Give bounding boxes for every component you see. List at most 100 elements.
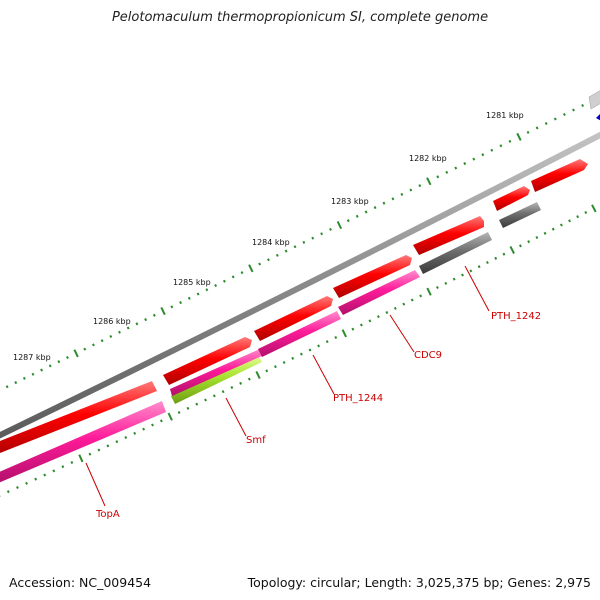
inner-scale-minor-tick (299, 352, 303, 356)
outer-scale-minor-tick (196, 292, 200, 296)
inner-scale-major-tick (167, 412, 173, 421)
inner-scale-minor-tick (376, 315, 380, 319)
outer-scale-minor-tick (118, 330, 121, 334)
inner-scale-minor-tick (527, 240, 531, 244)
kbp-label-1286: 1286 kbp (93, 317, 131, 326)
gene-pth-1244-b[interactable] (258, 311, 341, 357)
outer-scale-minor-tick (267, 258, 270, 262)
inner-scale-minor-tick (151, 423, 154, 427)
gene-label-topa[interactable]: TopA (95, 509, 120, 520)
inner-scale-minor-tick (97, 448, 101, 452)
inner-scale-minor-tick (52, 469, 56, 473)
inner-scale-minor-tick (195, 402, 199, 406)
inner-scale-minor-tick (436, 285, 439, 290)
outer-scale-minor-tick (472, 157, 476, 161)
gene-label-cdc9[interactable]: CDC9 (414, 350, 442, 361)
inner-scale-minor-tick (204, 398, 207, 402)
scale-ticks (0, 95, 600, 497)
inner-scale-minor-tick (535, 235, 539, 240)
outer-scale-minor-tick (40, 368, 43, 372)
outer-scale-minor-tick (14, 381, 18, 385)
outer-scale-minor-tick (346, 219, 350, 223)
outer-scale-minor-tick (364, 210, 368, 214)
inner-scale-minor-tick (502, 252, 506, 256)
gene-forward-2[interactable] (163, 337, 252, 385)
outer-scale-minor-tick (240, 271, 244, 275)
inner-scale-minor-tick (70, 460, 74, 465)
outer-scale-minor-tick (66, 355, 69, 360)
gene-forward-5[interactable] (413, 216, 484, 255)
gene-pth-1244[interactable] (170, 348, 264, 396)
kbp-labels: 1281 kbp 1282 kbp 1283 kbp 1284 kbp 1285… (13, 111, 524, 362)
inner-scale-minor-tick (106, 444, 110, 448)
feature-blue[interactable] (596, 111, 600, 122)
kbp-label-1284: 1284 kbp (252, 238, 290, 247)
outer-scale-minor-tick (581, 104, 585, 108)
inner-scale-minor-tick (559, 223, 563, 227)
inner-scale-minor-tick (88, 452, 92, 456)
inner-scale-minor-tick (186, 406, 190, 410)
outer-scale-minor-tick (454, 166, 458, 170)
outer-scale-minor-tick (400, 192, 404, 196)
gene-forward-4[interactable] (333, 255, 412, 298)
outer-scale-minor-tick (293, 245, 297, 249)
inner-scale-minor-tick (133, 431, 137, 435)
inner-scale-major-tick (509, 245, 515, 255)
inner-scale-minor-tick (142, 427, 146, 431)
gene-smf[interactable] (171, 354, 262, 404)
outer-scale-minor-tick (391, 197, 395, 201)
outer-scale-minor-tick (409, 188, 413, 192)
gene-label-pth-1242[interactable]: PTH_1242 (491, 311, 541, 322)
outer-scale-minor-tick (31, 372, 35, 376)
gene-features[interactable] (0, 90, 600, 484)
inner-scale-minor-tick (159, 419, 163, 423)
inner-scale-minor-tick (239, 381, 243, 385)
outer-scale-minor-tick (526, 130, 530, 134)
inner-scale-minor-tick (61, 465, 65, 469)
inner-scale-major-tick (591, 204, 597, 213)
gene-label-smf[interactable]: Smf (246, 435, 266, 446)
gene-forward-6[interactable] (493, 186, 530, 211)
outer-scale-minor-tick (48, 364, 52, 368)
outer-scale-minor-tick (320, 232, 324, 236)
outer-scale-minor-tick (92, 343, 95, 347)
outer-scale-minor-tick (481, 153, 485, 157)
outer-scale-major-tick (248, 264, 254, 273)
inner-scale-minor-tick (477, 265, 481, 269)
inner-scale-minor-tick (359, 323, 363, 327)
gene-forward-3[interactable] (254, 296, 333, 341)
gene-gray-2[interactable] (499, 202, 541, 228)
outer-scale-minor-tick (499, 144, 503, 148)
inner-scale-minor-tick (410, 298, 414, 302)
kbp-label-1287: 1287 kbp (13, 353, 51, 362)
gene-cdc9[interactable] (338, 270, 420, 315)
gene-label-pth-1244[interactable]: PTH_1244 (333, 393, 383, 404)
outer-scale-minor-tick (562, 112, 566, 117)
inner-scale-minor-tick (334, 335, 338, 340)
gene-topa[interactable] (0, 401, 166, 484)
outer-scale-minor-tick (275, 253, 279, 257)
outer-scale-minor-tick (553, 117, 557, 121)
gene-forward-7[interactable] (531, 159, 588, 192)
inner-scale-minor-tick (43, 473, 47, 477)
outer-scale-major-tick (516, 132, 522, 141)
map-title: Pelotomaculum thermopropionicum SI, comp… (111, 10, 489, 25)
outer-scale-minor-tick (222, 279, 226, 283)
inner-scale-minor-tick (551, 227, 555, 231)
inner-scale-minor-tick (351, 327, 355, 331)
kbp-label-1282: 1282 kbp (409, 154, 447, 163)
outer-scale-minor-tick (445, 170, 449, 174)
gene-forward-1[interactable] (0, 381, 157, 455)
inner-scale-minor-tick (452, 277, 456, 281)
outer-scale-minor-tick (382, 201, 386, 205)
inner-scale-minor-tick (325, 340, 329, 344)
outer-scale-minor-tick (22, 376, 26, 380)
feature-gray-light[interactable] (588, 90, 600, 110)
outer-scale-minor-tick (544, 121, 548, 125)
outer-scale-minor-tick (152, 313, 156, 317)
outer-scale-minor-tick (508, 139, 512, 143)
inner-scale-minor-tick (568, 219, 571, 223)
inner-scale-minor-tick (543, 231, 547, 235)
gene-pth-1242[interactable] (419, 232, 492, 274)
